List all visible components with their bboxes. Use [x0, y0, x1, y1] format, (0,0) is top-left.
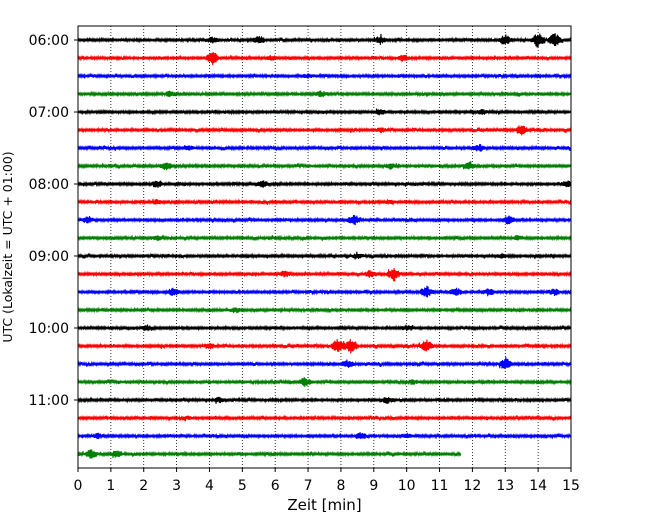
y-tick-label: 10:00 — [29, 321, 69, 337]
trace-1145 — [77, 449, 462, 459]
x-tick-label: 14 — [529, 478, 547, 494]
trace-1115 — [77, 414, 572, 422]
trace-0800 — [77, 180, 572, 188]
x-tick-label: 12 — [463, 478, 481, 494]
trace-0715 — [77, 125, 572, 136]
trace-0645 — [77, 90, 572, 98]
x-tick-label: 3 — [172, 478, 181, 494]
x-tick-label: 4 — [205, 478, 214, 494]
trace-0730 — [77, 144, 572, 152]
x-tick-label: 11 — [431, 478, 449, 494]
x-tick-label: 7 — [304, 478, 313, 494]
trace-0945 — [77, 306, 572, 314]
trace-0900 — [77, 251, 572, 260]
x-tick-label: 13 — [496, 478, 514, 494]
trace-0630 — [77, 72, 572, 80]
y-axis-label: UTC (Lokalzeit = UTC + 01:00) — [0, 151, 15, 342]
trace-0615 — [77, 52, 572, 66]
trace-0930 — [77, 285, 572, 298]
trace-0830 — [77, 214, 572, 226]
trace-1030 — [77, 356, 572, 369]
x-tick-label: 0 — [74, 478, 83, 494]
y-tick-label: 07:00 — [29, 105, 69, 121]
y-tick-label: 08:00 — [29, 177, 69, 193]
x-tick-label: 2 — [139, 478, 148, 494]
trace-0815 — [77, 198, 572, 206]
y-tick-label: 09:00 — [29, 249, 69, 265]
y-tick-label: 06:00 — [29, 33, 69, 49]
trace-1000 — [77, 324, 572, 332]
x-tick-label: 5 — [238, 478, 247, 494]
x-axis-ticks: 0 1 2 3 4 5 6 7 8 9 10 11 12 13 14 15 — [74, 468, 580, 494]
trace-0845 — [77, 234, 572, 242]
trace-0600 — [77, 33, 572, 48]
plot-frame — [77, 25, 572, 469]
trace-1130 — [77, 432, 572, 440]
trace-0745 — [77, 161, 572, 171]
x-tick-label: 10 — [398, 478, 416, 494]
trace-1045 — [77, 377, 572, 387]
x-tick-label: 9 — [369, 478, 378, 494]
seismic-traces — [77, 33, 572, 459]
x-tick-label: 6 — [271, 478, 280, 494]
x-tick-label: 8 — [336, 478, 345, 494]
trace-1015 — [77, 338, 572, 354]
trace-0700 — [77, 108, 572, 116]
x-tick-label: 15 — [562, 478, 580, 494]
y-tick-label: 11:00 — [29, 393, 69, 409]
x-tick-label: 1 — [106, 478, 115, 494]
x-axis-label: Zeit [min] — [287, 496, 361, 514]
y-axis-ticks: 06:00 07:00 08:00 09:00 10:00 11:00 — [29, 33, 78, 409]
trace-0915 — [77, 267, 572, 282]
trace-1100 — [77, 396, 572, 404]
